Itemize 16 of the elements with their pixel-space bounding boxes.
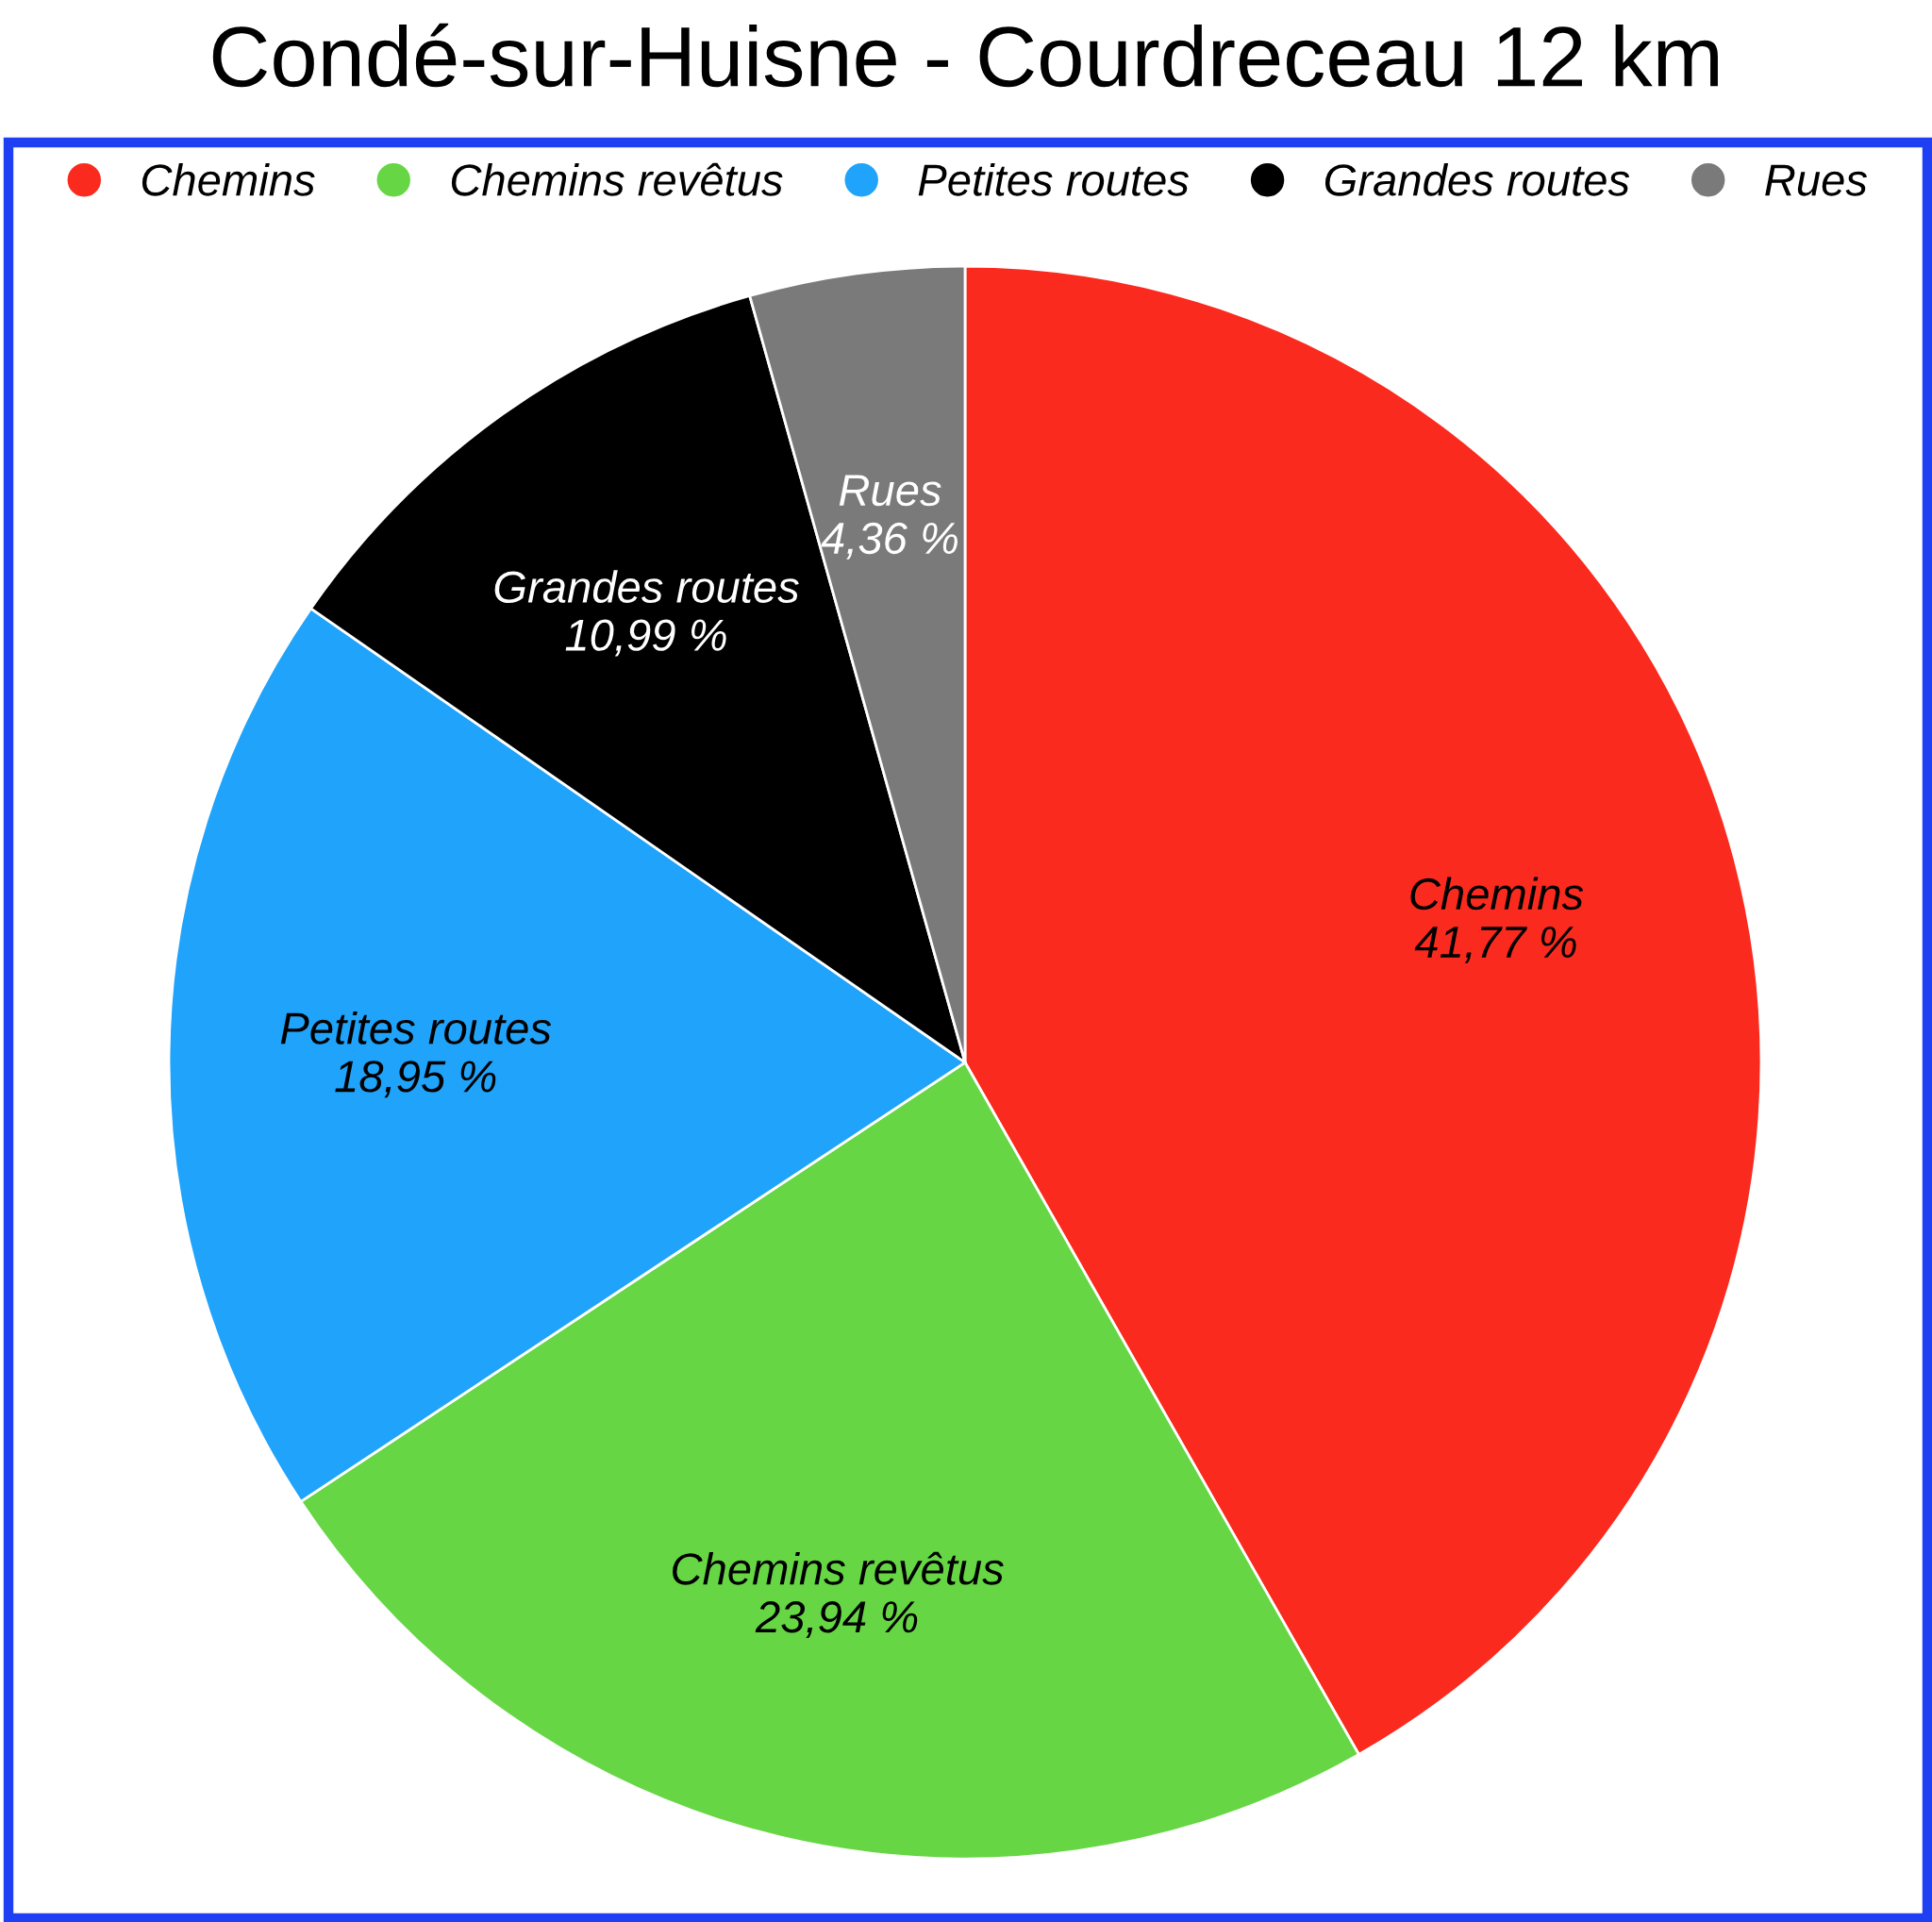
legend-label: Chemins <box>142 162 315 196</box>
slice-label: Rues <box>839 475 941 507</box>
data-label: 23,94 % <box>755 1601 918 1639</box>
legend-label: Rues <box>1765 164 1868 196</box>
slice-label: Grandes routes <box>494 570 799 604</box>
slice-label: Chemins <box>1410 877 1584 911</box>
slice-label: Chemins revêtus <box>673 1551 1004 1585</box>
data-label: 4,36 % <box>821 522 958 560</box>
legend-label: Petites routes <box>918 162 1189 196</box>
legend-label: Chemins revêtus <box>451 162 783 196</box>
chart-title: Condé-sur-Huisne - Courdreceau 12 km <box>212 23 1718 88</box>
slice-label: Petites routes <box>280 1011 552 1045</box>
legend-label: Grandes routes <box>1324 162 1630 196</box>
data-label: 10,99 % <box>565 619 726 657</box>
data-label: 18,95 % <box>335 1061 496 1098</box>
data-label: 41,77 % <box>1414 926 1576 963</box>
